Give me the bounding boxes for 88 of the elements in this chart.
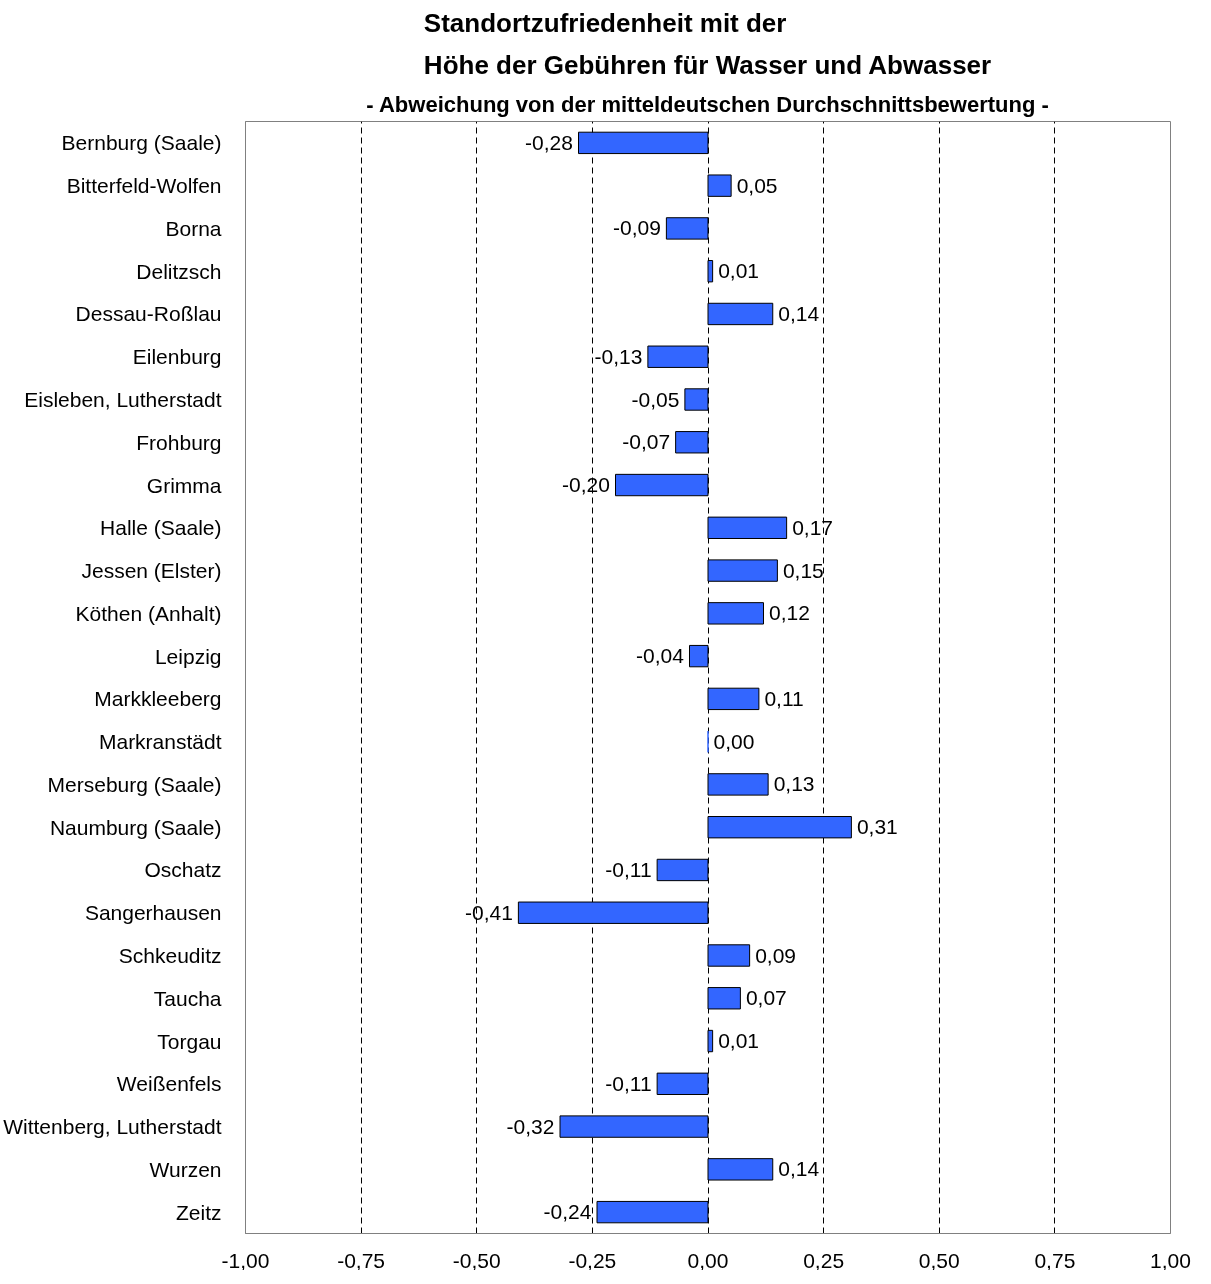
bar bbox=[707, 302, 774, 326]
y-tick-label: Eisleben, Lutherstadt bbox=[24, 388, 222, 411]
bar bbox=[684, 388, 709, 411]
data-label: 0,01 bbox=[718, 259, 760, 283]
y-tick-label: Leipzig bbox=[154, 644, 222, 668]
y-tick-label: Frohburg bbox=[136, 430, 222, 454]
y-tick-label: Köthen (Anhalt) bbox=[75, 601, 222, 625]
data-label: 0,01 bbox=[718, 1029, 760, 1053]
y-tick-label: Taucha bbox=[153, 986, 222, 1010]
chart-title: Standortzufriedenheit mit der Höhe der Gebühren für Wasser und Abwasser bbox=[423, 7, 992, 80]
y-tick-label: Delitzsch bbox=[136, 259, 222, 283]
data-label: 0,00 bbox=[713, 729, 755, 753]
x-tick-label: 0,50 bbox=[918, 1248, 960, 1272]
bar bbox=[689, 644, 709, 668]
x-tick-label: -0,25 bbox=[568, 1248, 617, 1272]
bar bbox=[656, 858, 709, 882]
bar bbox=[707, 687, 760, 711]
bar bbox=[707, 516, 788, 539]
data-label: -0,04 bbox=[636, 644, 685, 668]
bar bbox=[517, 901, 709, 924]
y-tick-label: Markkleeberg bbox=[94, 687, 222, 711]
data-label: -0,11 bbox=[605, 1071, 652, 1095]
y-tick-label: Markranstädt bbox=[98, 730, 222, 754]
data-label: -0,07 bbox=[622, 430, 671, 454]
bar bbox=[559, 1115, 709, 1138]
bar bbox=[615, 473, 709, 497]
data-label: -0,41 bbox=[464, 900, 513, 924]
x-tick-label: 1,00 bbox=[1150, 1248, 1191, 1272]
data-label: 0,13 bbox=[773, 772, 815, 796]
data-label: -0,32 bbox=[506, 1114, 555, 1138]
y-tick-label: Borna bbox=[165, 216, 222, 240]
data-label: 0,31 bbox=[856, 815, 898, 839]
x-tick-label: 0,00 bbox=[687, 1248, 729, 1272]
data-label: 0,14 bbox=[778, 301, 820, 325]
bar bbox=[707, 174, 732, 197]
data-label: 0,11 bbox=[764, 686, 804, 710]
chart-subtitle: - Abweichung von der mitteldeutschen Durchschnittsbewertung - bbox=[366, 91, 1049, 117]
data-label: 0,12 bbox=[769, 601, 810, 625]
x-tick-label: -1,00 bbox=[221, 1248, 270, 1272]
data-label: -0,13 bbox=[594, 344, 643, 368]
y-tick-label: Halle (Saale) bbox=[100, 516, 222, 540]
y-tick-label: Jessen (Elster) bbox=[81, 559, 222, 583]
x-tick-label: 0,25 bbox=[803, 1248, 845, 1272]
y-tick-label: Wurzen bbox=[149, 1157, 222, 1181]
data-label: -0,11 bbox=[605, 857, 652, 881]
data-label: -0,24 bbox=[543, 1200, 592, 1224]
y-tick-label: Dessau-Roßlau bbox=[75, 302, 222, 326]
y-tick-label: Weißenfels bbox=[116, 1072, 222, 1096]
bar bbox=[596, 1200, 709, 1224]
y-tick-label: Grimma bbox=[146, 473, 222, 497]
y-tick-label: Wittenberg, Lutherstadt bbox=[3, 1115, 222, 1139]
data-label: -0,28 bbox=[525, 130, 573, 154]
bar bbox=[707, 1029, 714, 1053]
data-label: 0,05 bbox=[736, 173, 778, 197]
x-tick-label: 0,75 bbox=[1034, 1248, 1076, 1272]
bar bbox=[707, 987, 741, 1010]
bar bbox=[707, 1158, 774, 1181]
data-label: 0,09 bbox=[755, 943, 797, 967]
bar bbox=[647, 345, 709, 368]
y-tick-label: Merseburg (Saale) bbox=[47, 772, 222, 796]
bar bbox=[707, 602, 764, 625]
bar bbox=[707, 773, 769, 796]
y-tick-label: Torgau bbox=[157, 1029, 222, 1053]
y-tick-label: Naumburg (Saale) bbox=[49, 815, 222, 839]
x-tick-label: -0,75 bbox=[337, 1248, 386, 1272]
bar bbox=[707, 816, 852, 839]
y-tick-label: Zeitz bbox=[175, 1200, 222, 1224]
x-tick-label: -0,50 bbox=[452, 1248, 501, 1272]
data-label: 0,17 bbox=[792, 515, 834, 539]
y-tick-label: Bitterfeld-Wolfen bbox=[66, 174, 222, 198]
bar bbox=[578, 131, 709, 155]
bar bbox=[707, 260, 714, 283]
y-tick-label: Sangerhausen bbox=[84, 901, 222, 925]
data-label: -0,20 bbox=[562, 473, 610, 497]
y-tick-label: Bernburg (Saale) bbox=[61, 131, 222, 155]
bar bbox=[656, 1072, 709, 1095]
bar bbox=[675, 431, 709, 454]
y-tick-label: Eilenburg bbox=[132, 345, 222, 369]
data-label: 0,07 bbox=[745, 986, 787, 1010]
bar bbox=[665, 217, 709, 240]
data-label: -0,09 bbox=[612, 216, 661, 240]
y-tick-label: Oschatz bbox=[144, 858, 222, 882]
bar bbox=[707, 944, 751, 967]
data-label: 0,15 bbox=[782, 558, 824, 582]
data-label: -0,05 bbox=[631, 387, 680, 411]
y-tick-label: Schkeuditz bbox=[118, 944, 222, 967]
data-label: 0,14 bbox=[778, 1157, 820, 1181]
bar bbox=[707, 559, 778, 582]
